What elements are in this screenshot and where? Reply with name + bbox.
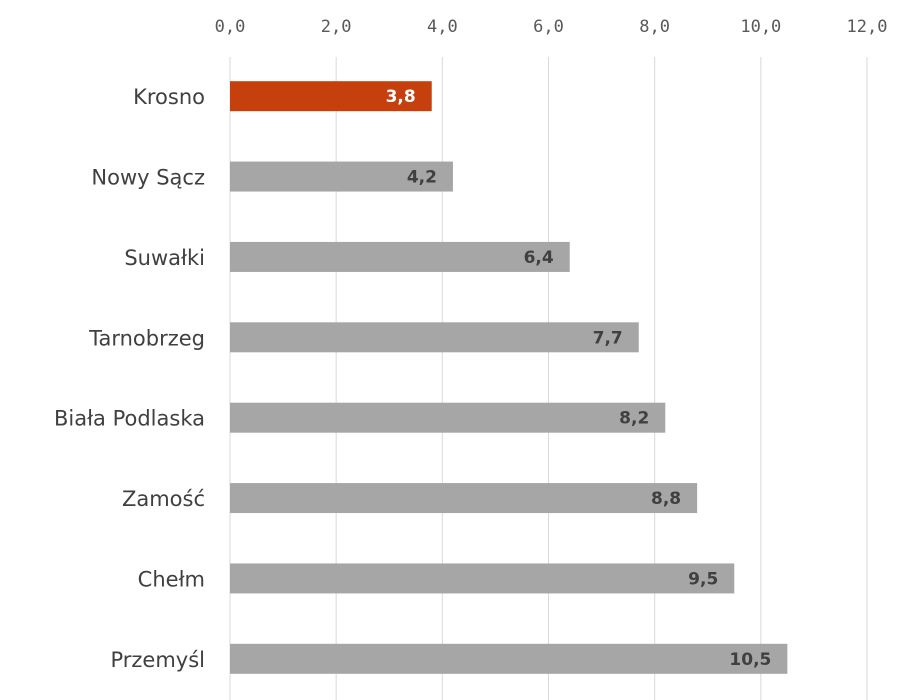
data-label: 8,8 <box>651 489 681 509</box>
category-label: Biała Podlaska <box>54 407 205 431</box>
category-label: Chełm <box>138 567 205 591</box>
data-labels: 3,8 4,2 6,4 7,7 8,2 8,8 9,5 10,5 <box>386 87 772 670</box>
data-label: 6,4 <box>524 248 554 268</box>
bar <box>230 81 432 112</box>
x-tick-label: 2,0 <box>321 17 352 37</box>
category-labels: Krosno Nowy Sącz Suwałki Tarnobrzeg Biała Po… <box>54 85 205 672</box>
bar <box>230 322 639 353</box>
bar <box>230 563 735 594</box>
data-label: 8,2 <box>619 409 649 429</box>
data-label: 9,5 <box>688 569 718 589</box>
category-label: Zamość <box>122 487 205 511</box>
bar <box>230 241 570 272</box>
data-label: 10,5 <box>729 650 771 670</box>
bar <box>230 643 788 674</box>
data-label: 7,7 <box>593 328 623 348</box>
category-label: Krosno <box>133 85 205 109</box>
bar <box>230 483 698 514</box>
bar <box>230 402 666 433</box>
x-tick-label: 8,0 <box>639 17 670 37</box>
category-label: Nowy Sącz <box>91 166 205 190</box>
x-tick-label: 6,0 <box>533 17 564 37</box>
bars <box>230 81 788 674</box>
x-tick-label: 10,0 <box>740 17 781 37</box>
gridlines <box>229 57 868 700</box>
x-tick-label: 12,0 <box>847 17 888 37</box>
category-label: Przemyśl <box>110 648 205 672</box>
category-label: Suwałki <box>124 246 205 270</box>
data-label: 4,2 <box>407 168 437 188</box>
bar <box>230 161 453 192</box>
x-tick-label: 0,0 <box>215 17 246 37</box>
x-axis-ticks: 0,0 2,0 4,0 6,0 8,0 10,0 12,0 <box>215 17 888 37</box>
x-tick-label: 4,0 <box>427 17 458 37</box>
category-label: Tarnobrzeg <box>88 326 205 350</box>
data-label: 3,8 <box>386 87 416 107</box>
